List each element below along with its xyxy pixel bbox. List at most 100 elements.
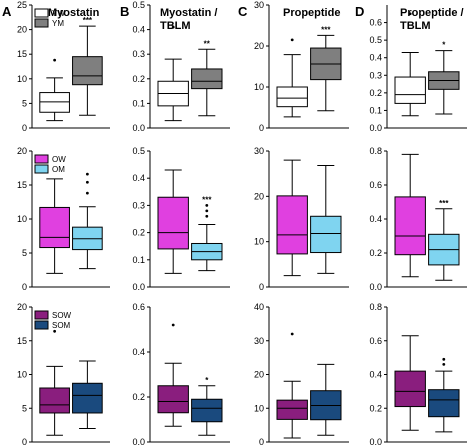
y-tick-label: 40 (254, 302, 264, 312)
box-sow (394, 335, 426, 431)
y-tick-label: 0.3 (132, 200, 145, 210)
column-title-b: TBLM (160, 20, 191, 32)
box-iqr (72, 56, 103, 86)
y-tick-label: 0.6 (132, 302, 145, 312)
panel-b3: 0.0 0.2 0.4 0.6 * (132, 302, 230, 447)
panel-d1: 0.0 0.1 0.2 0.3 0.4 0.5 0.6 * (369, 5, 467, 133)
box-om: *** (191, 195, 223, 272)
outlier-point (85, 191, 89, 195)
box-iqr (191, 68, 223, 90)
panel-letter-d: D (355, 4, 364, 19)
outlier-point (408, 12, 412, 16)
panel-c2: 0 10 20 30 (254, 146, 349, 292)
legend-label-sow: SOW (52, 311, 72, 320)
y-tick-label: 0 (22, 282, 27, 292)
y-tick-label: 0.4 (369, 370, 382, 380)
box-ym: *** (72, 16, 103, 116)
panel-d2: 0.0 0.2 0.4 0.6 0.8 *** (369, 146, 467, 292)
y-tick-label: 25 (17, 0, 27, 10)
significance-label: *** (321, 25, 331, 34)
panel-c3: 0 10 20 30 40 (254, 302, 349, 447)
box-iqr (394, 76, 426, 104)
y-tick-label: 0.8 (369, 146, 382, 156)
box-ym: ** (191, 39, 223, 117)
box-om: *** (428, 199, 460, 281)
y-tick-label: 0.2 (369, 88, 382, 98)
box-som: * (191, 376, 223, 436)
box-som (310, 363, 342, 436)
y-tick-label: 0.6 (369, 18, 382, 28)
y-tick-label: 0.4 (132, 25, 145, 35)
legend-label-som: SOM (52, 321, 71, 330)
panel-letter-a: A (2, 4, 12, 19)
panel-b2: 0.0 0.1 0.2 0.3 0.4 0.5 *** (132, 146, 230, 292)
y-tick-label: 15 (17, 180, 27, 190)
outlier-point (53, 329, 57, 333)
outlier-point (171, 323, 175, 327)
box-iqr (191, 398, 223, 423)
outlier-point (171, 25, 175, 29)
panels: 0510152025***YWYM0.00.10.20.30.40.5**010… (17, 0, 467, 447)
y-tick-label: 0.2 (132, 228, 145, 238)
box-iqr (39, 387, 70, 414)
legend-swatch-sow (34, 310, 49, 320)
box-om (310, 165, 342, 274)
y-tick-label: 0.4 (132, 173, 145, 183)
y-tick-label: 0.0 (132, 437, 145, 447)
outlier-point (205, 204, 209, 207)
legend-label-yw: YW (52, 9, 65, 18)
y-tick-label: 0.2 (132, 392, 145, 402)
panel-d3: 0.0 0.2 0.4 0.6 0.8 (369, 302, 467, 447)
y-tick-label: 0.2 (132, 74, 145, 84)
y-tick-label: 0.4 (132, 347, 145, 357)
y-tick-label: 15 (17, 49, 27, 59)
y-tick-label: 0.0 (369, 437, 382, 447)
box-som (72, 360, 103, 429)
panel-letter-b: B (120, 4, 129, 19)
y-tick-label: 0.8 (369, 302, 382, 312)
outlier-point (53, 58, 57, 62)
y-tick-label: 10 (254, 82, 264, 92)
y-tick-label: 0.1 (369, 105, 382, 115)
panel-letter-c: C (238, 4, 248, 19)
y-tick-label: 0 (259, 282, 264, 292)
y-tick-label: 20 (17, 146, 27, 156)
y-tick-label: 0.4 (369, 53, 382, 63)
y-tick-label: 0 (259, 437, 264, 447)
box-iqr (428, 389, 460, 418)
box-som (428, 357, 460, 433)
box-ow (394, 153, 426, 278)
box-om (72, 172, 103, 270)
y-tick-label: 0 (22, 437, 27, 447)
y-tick-label: 0.6 (369, 180, 382, 190)
outlier-point (85, 180, 89, 184)
y-tick-label: 0.5 (132, 146, 145, 156)
panel-b1: 0.0 0.1 0.2 0.3 0.4 0.5 ** (132, 0, 230, 133)
box-iqr (157, 385, 189, 414)
box-yw (394, 12, 426, 117)
y-tick-label: 0.3 (369, 70, 382, 80)
y-tick-label: 0 (22, 123, 27, 133)
y-tick-label: 0.5 (369, 35, 382, 45)
box-yw (157, 25, 189, 122)
legend-swatch-ym (34, 18, 49, 28)
significance-label: * (442, 41, 446, 50)
outlier-point (205, 214, 209, 218)
panel-c1: 0 10 20 30 *** (254, 0, 349, 133)
legend-swatch-ow (34, 154, 49, 164)
box-iqr (276, 195, 308, 255)
column-title-d: TBLM (400, 20, 431, 32)
legend-label-om: OM (52, 165, 65, 174)
box-iqr (276, 86, 308, 108)
y-tick-label: 30 (254, 336, 264, 346)
column-title-a: Myostatin (48, 7, 100, 19)
y-tick-label: 5 (22, 248, 27, 258)
y-tick-label: 5 (22, 403, 27, 413)
box-iqr (39, 206, 70, 249)
